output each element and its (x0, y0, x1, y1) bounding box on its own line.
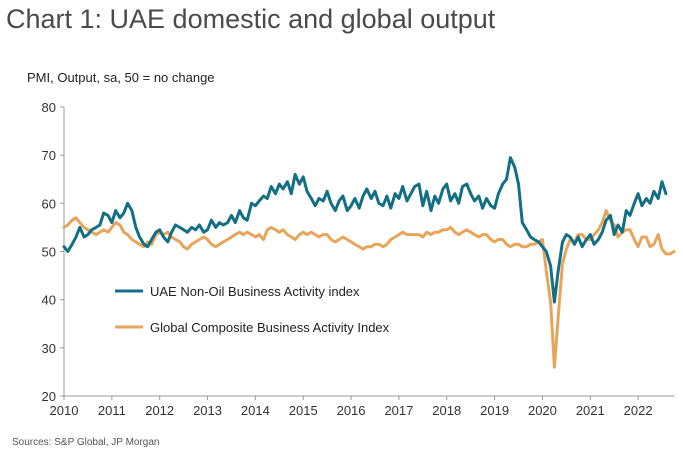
x-tick-label: 2013 (193, 403, 222, 418)
x-tick-label: 2020 (528, 403, 557, 418)
x-tick-label: 2019 (480, 403, 509, 418)
x-tick-label: 2014 (241, 403, 270, 418)
x-tick-label: 2022 (624, 403, 653, 418)
x-tick-label: 2012 (145, 403, 174, 418)
x-tick-label: 2018 (432, 403, 461, 418)
y-tick-label: 80 (42, 100, 56, 115)
y-tick-label: 40 (42, 293, 56, 308)
chart-legend: UAE Non-Oil Business Activity index Globa… (115, 284, 390, 335)
x-tick-label: 2021 (576, 403, 605, 418)
chart-title: Chart 1: UAE domestic and global output (6, 4, 496, 34)
x-tick-label: 2010 (50, 403, 79, 418)
y-tick-label: 60 (42, 196, 56, 211)
chart-axes: 20 30 40 50 60 70 80 2010 2011 2012 2013 2014 2015 20… (42, 100, 674, 418)
legend-label-uae: UAE Non-Oil Business Activity index (150, 284, 360, 299)
y-tick-label: 70 (42, 148, 56, 163)
x-tick-label: 2017 (384, 403, 413, 418)
x-tick-label: 2016 (337, 403, 366, 418)
y-axis-label: PMI, Output, sa, 50 = no change (27, 70, 215, 85)
x-tick-label: 2011 (98, 403, 126, 418)
y-tick-label: 50 (42, 245, 56, 260)
y-tick-label: 30 (42, 341, 56, 356)
x-tick-label: 2015 (289, 403, 318, 418)
legend-label-global: Global Composite Business Activity Index (150, 320, 390, 335)
series-line-uae-non-oil (62, 156, 668, 304)
source-note: Sources: S&P Global, JP Morgan (12, 437, 160, 448)
chart-series (62, 156, 676, 369)
y-tick-label: 20 (42, 389, 56, 404)
